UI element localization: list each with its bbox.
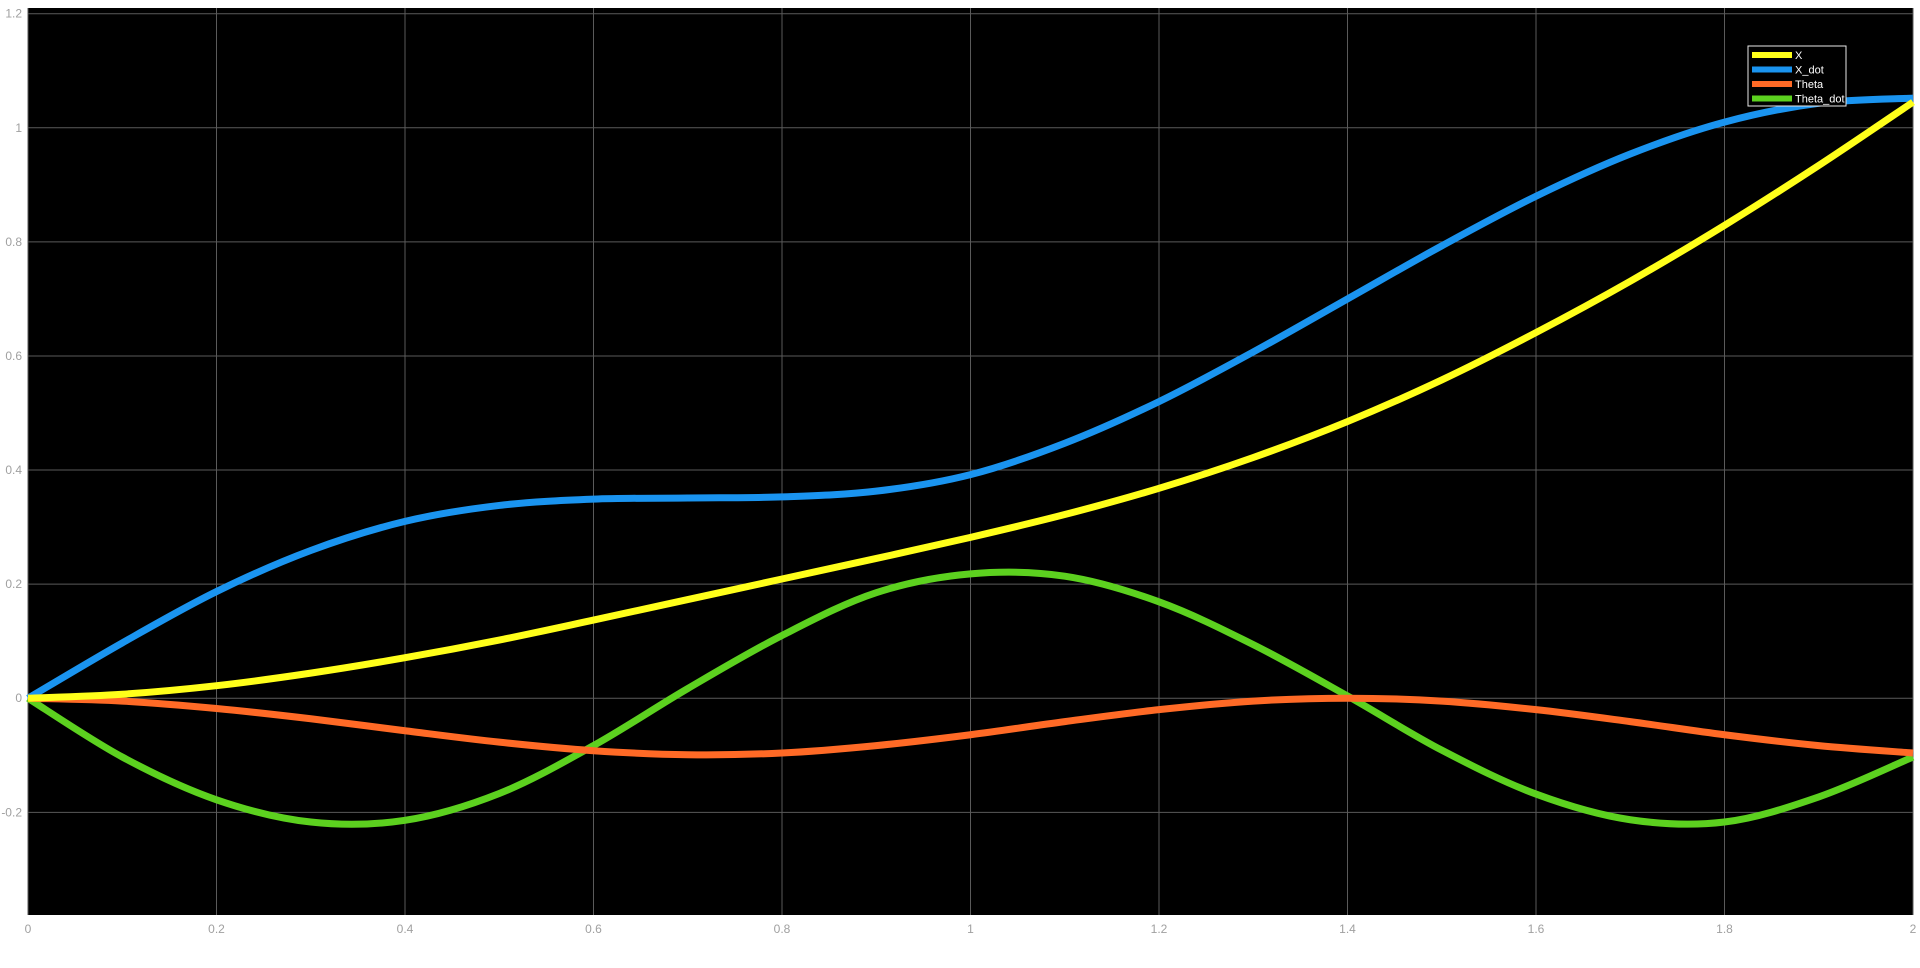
- series-line-theta: [27, 694, 1914, 759]
- y-tick-label: 0.2: [5, 577, 22, 591]
- x-tick-label: 2: [1910, 922, 1917, 936]
- legend[interactable]: X X_dot Theta Theta_dot: [1747, 45, 1847, 107]
- legend-label: Theta_dot: [1795, 94, 1845, 106]
- y-tick-label: 1: [15, 121, 22, 135]
- y-tick-label: -0.2: [1, 805, 22, 819]
- x-tick-label: 1.4: [1339, 922, 1356, 936]
- series-group: [26, 94, 1915, 828]
- x-tick-label: 0.2: [208, 922, 225, 936]
- y-tick-label: 0.4: [5, 463, 22, 477]
- x-axis: 0 0.2 0.4 0.6 0.8 1 1.2 1.4 1.6 1.8 2: [25, 922, 1917, 936]
- x-tick-label: 0: [25, 922, 32, 936]
- series-line-x: [27, 99, 1915, 702]
- x-tick-label: 1: [967, 922, 974, 936]
- y-tick-label: 0.6: [5, 349, 22, 363]
- legend-label: X: [1795, 50, 1803, 62]
- grid: [27, 8, 1914, 915]
- x-tick-label: 0.8: [774, 922, 791, 936]
- y-tick-label: 0.8: [5, 235, 22, 249]
- y-tick-label: 1.2: [5, 7, 22, 21]
- legend-label: Theta: [1795, 79, 1824, 91]
- y-tick-label: 0: [15, 691, 22, 705]
- x-tick-label: 1.2: [1151, 922, 1168, 936]
- x-tick-label: 1.6: [1528, 922, 1545, 936]
- series-line-theta-dot: [26, 568, 1915, 828]
- x-tick-label: 1.8: [1716, 922, 1733, 936]
- x-tick-label: 0.4: [397, 922, 414, 936]
- x-tick-label: 0.6: [585, 922, 602, 936]
- series-line-x-dot: [26, 94, 1914, 702]
- y-axis: -0.2 0 0.2 0.4 0.6 0.8 1 1.2: [1, 7, 22, 820]
- legend-label: X_dot: [1795, 65, 1824, 77]
